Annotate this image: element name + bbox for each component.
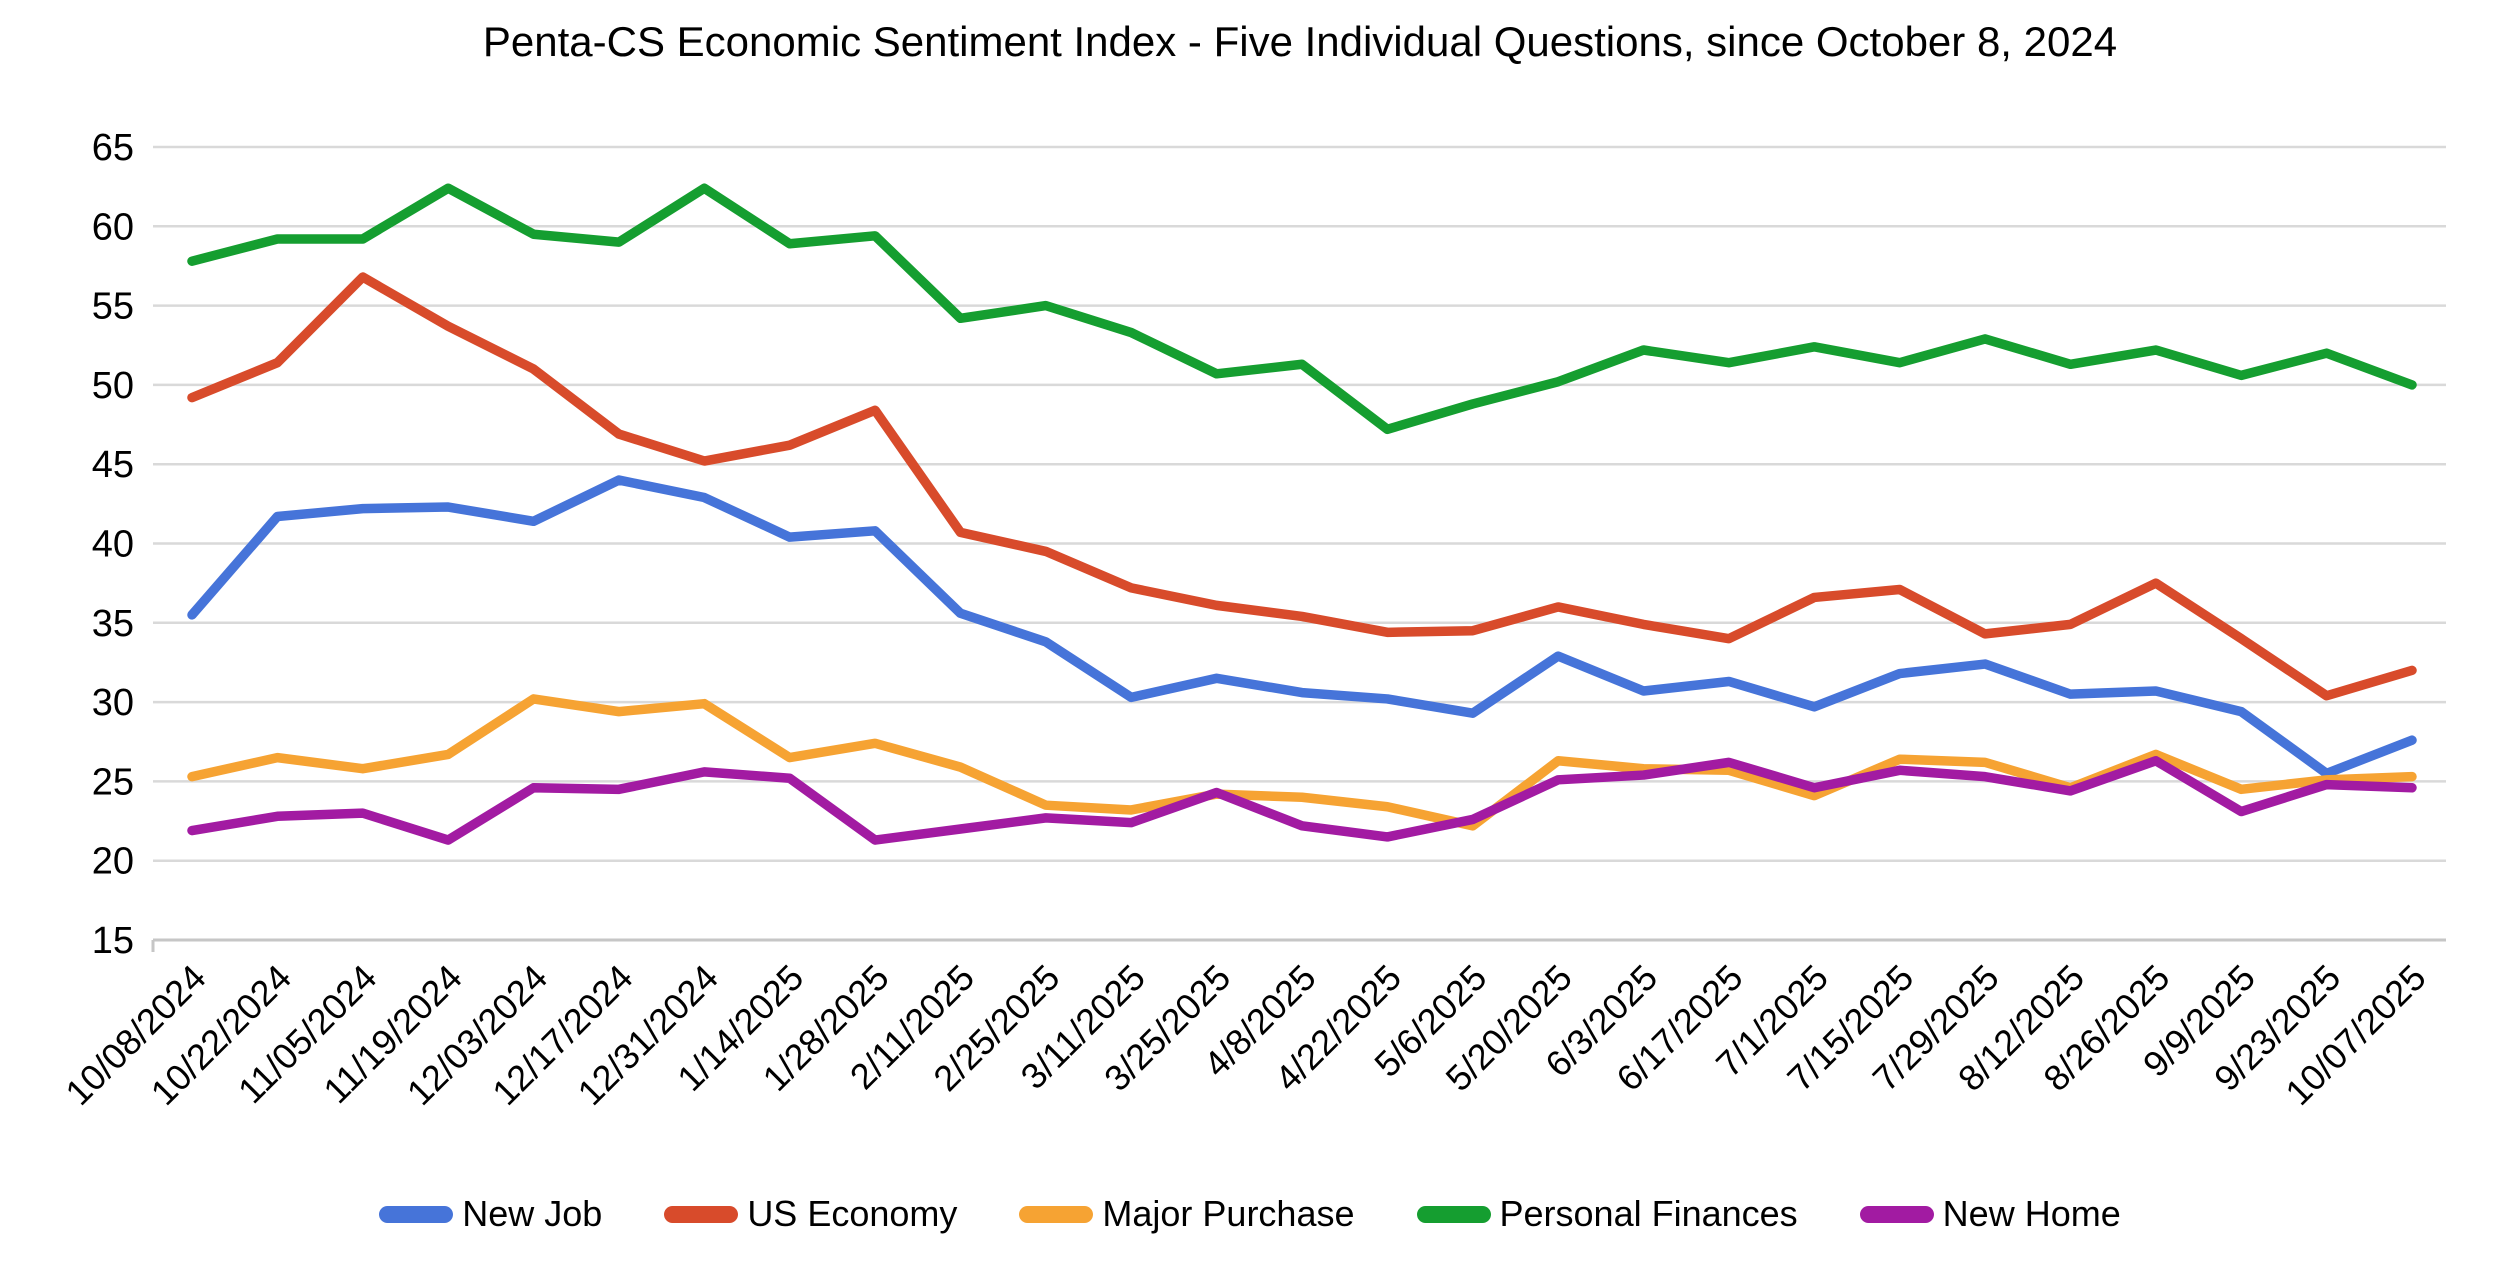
legend-swatch-new-home (1859, 1205, 1934, 1223)
y-axis-tick-label: 30 (92, 682, 134, 724)
y-axis-tick-label: 35 (92, 603, 134, 645)
legend-swatch-us-economy (664, 1205, 739, 1223)
legend-swatch-personal-finances (1416, 1205, 1491, 1223)
legend-item-new-job: New Job (379, 1193, 602, 1235)
legend-label-new-job: New Job (462, 1193, 603, 1234)
series-line-new-home (187, 756, 2417, 845)
series-lines (187, 183, 2417, 845)
y-axis-tick-label: 65 (92, 127, 134, 169)
y-axis-labels: 15 20 25 30 35 40 45 50 55 60 65 (92, 127, 134, 962)
chart-legend: New Job US Economy Major Purchase Personal … (0, 1188, 2500, 1240)
legend-label-us-economy: US Economy (747, 1193, 958, 1234)
series-line-new-job (187, 475, 2417, 779)
legend-item-personal-finances: Personal Finances (1416, 1193, 1798, 1235)
legend-label-personal-finances: Personal Finances (1499, 1193, 1798, 1234)
legend-item-new-home: New Home (1859, 1193, 2121, 1235)
y-axis-tick-label: 50 (92, 365, 134, 407)
legend-item-us-economy: US Economy (664, 1193, 957, 1235)
series-line-personal-finances (187, 183, 2417, 435)
x-axis-labels: 10/08/202410/22/202411/05/202411/19/2024… (57, 957, 2433, 1113)
y-axis-tick-label: 15 (92, 920, 134, 962)
legend-swatch-new-job (379, 1205, 454, 1223)
series-line-us-economy (187, 272, 2417, 701)
legend-swatch-major-purchase (1019, 1205, 1094, 1223)
y-axis-tick-label: 20 (92, 841, 134, 883)
legend-label-new-home: New Home (1942, 1193, 2121, 1234)
gridlines (151, 145, 2446, 952)
y-axis-tick-label: 55 (92, 286, 134, 328)
series-line-major-purchase (187, 694, 2417, 831)
y-axis-tick-label: 60 (92, 206, 134, 248)
y-axis-tick-label: 40 (92, 524, 134, 566)
legend-label-major-purchase: Major Purchase (1102, 1193, 1355, 1234)
chart-title: Penta-CS Economic Sentiment Index - Five… (483, 18, 2117, 65)
y-axis-tick-label: 25 (92, 761, 134, 803)
legend-item-major-purchase: Major Purchase (1019, 1193, 1355, 1235)
y-axis-tick-label: 45 (92, 444, 134, 486)
